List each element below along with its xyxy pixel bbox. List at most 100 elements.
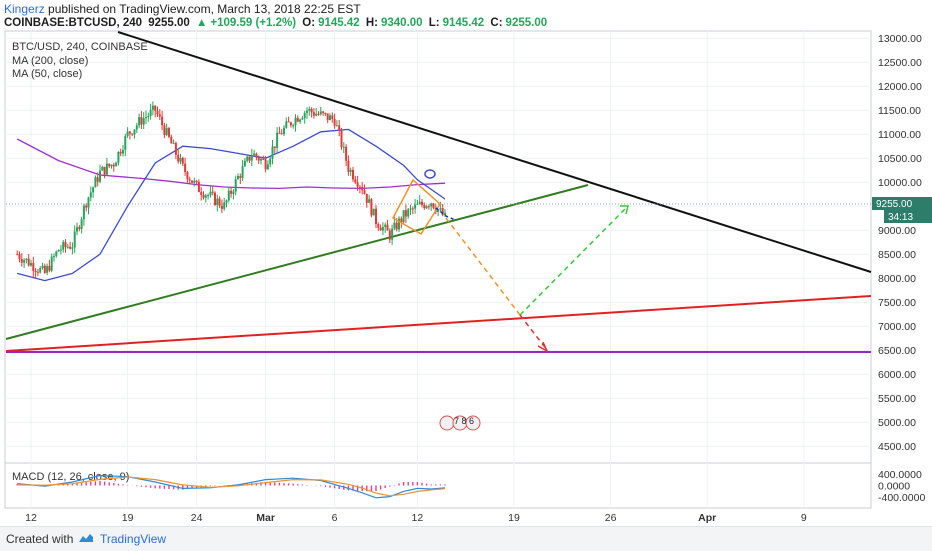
candle-body [243,160,246,167]
candle-body [361,186,364,191]
up-arrow-icon: ▲ [196,17,208,29]
candle-body [342,146,345,148]
candle-body [324,112,327,114]
candle-body [204,195,207,198]
countdown-bg [884,210,932,223]
candle-body [156,110,159,115]
candle-body [365,193,368,203]
candle-body [266,164,269,170]
candle-body [287,121,290,123]
candle-body [34,271,37,273]
orange-projection[interactable] [445,217,521,316]
candle-body [299,119,302,122]
candle-body [220,205,223,209]
candle-body [202,194,205,198]
candle-body [138,117,141,126]
time-tick-label: 19 [122,512,134,524]
orange-wedge-drawing[interactable] [391,178,441,236]
tradingview-logo-icon [79,534,93,542]
candle-body [62,242,65,250]
candle-body [398,218,400,230]
price-tick-label: 11000.00 [878,129,921,141]
time-tick-label: Mar [256,512,275,524]
candle-body [73,231,76,248]
candle-body [172,142,175,144]
candle-body [36,271,39,273]
candle-body [161,116,164,126]
candle-body [253,153,256,156]
candle-body [191,180,193,183]
legend-symbol: BTC/USD, 240, COINBASE [12,41,148,53]
high-label: H: [365,17,378,29]
candle-body [331,115,334,120]
ohlc-line: COINBASE:BTCUSD, 240 9255.00 ▲ +109.59 (+… [4,16,550,30]
candle-body [59,249,62,251]
candle-body [193,180,196,183]
candle-body [117,151,120,163]
macd-tick-label: -400.0000 [878,492,925,504]
candle-body [66,246,69,248]
candle-body [30,263,32,266]
macd-lines [17,474,446,499]
red-trendline[interactable] [5,295,872,352]
publish-info: Kingerz published on TradingView.com, Ma… [4,2,361,16]
candle-body [289,122,292,126]
red-projection[interactable] [519,314,548,351]
candle-body [423,204,426,209]
macd-line [17,474,446,499]
ma200-series [16,138,446,190]
candle-body [188,179,191,181]
candle-body [232,191,235,194]
candle-body [255,153,258,158]
price-tick-label: 10500.00 [878,153,922,165]
price-tick-label: 8000.00 [878,273,916,285]
blue-projection[interactable] [435,207,456,221]
price-chart[interactable]: 13000.00 12500.00 12000.00 11500.00 11000.00… [0,0,932,526]
candle-body [186,172,189,180]
author-link[interactable]: Kingerz [4,2,45,16]
time-tick-label: 9 [801,512,807,524]
descending-trendline[interactable] [117,31,872,273]
price-tick-label: 11500.00 [878,105,921,117]
candle-body [368,199,371,203]
candle-body [46,265,49,273]
candle-body [280,133,283,135]
open-value: 9145.42 [318,17,360,29]
candle-body [372,208,375,216]
price-tick-label: 4500.00 [878,441,916,453]
macd-tick-label: 0.0000 [878,481,910,493]
candle-body [92,187,95,193]
candle-body [225,200,228,203]
candle-body [370,199,373,216]
candle-body [128,131,131,134]
candle-body [110,164,113,167]
candle-body [248,156,251,161]
events-badge[interactable]: 7 8 6 [439,415,481,431]
ascending-trendline[interactable] [5,184,589,340]
green-projection[interactable] [519,205,629,316]
candle-body [273,146,276,148]
price-axis[interactable]: 13000.00 12500.00 12000.00 11500.00 11000.00… [878,33,922,453]
candle-body [165,128,168,135]
candle-body [356,182,359,187]
candle-body [209,191,212,196]
candle-body [444,212,446,216]
candle-body [122,149,124,154]
candle-body [181,157,184,164]
candle-body [262,158,265,160]
tradingview-link[interactable]: TradingView [100,532,167,546]
candle-body [312,112,315,116]
candle-body [154,105,157,111]
candle-body [131,133,134,135]
time-axis[interactable]: 12 19 24 Mar 6 12 19 26 Apr 9 [25,512,807,524]
candle-body [27,258,30,266]
candle-body [347,160,350,172]
candle-body [439,208,442,210]
candle-body [237,176,239,180]
candle-body [43,265,46,273]
candle-body [416,203,419,205]
price-tag-bg [872,197,932,210]
candle-body [216,198,219,205]
candle-body [179,157,182,162]
